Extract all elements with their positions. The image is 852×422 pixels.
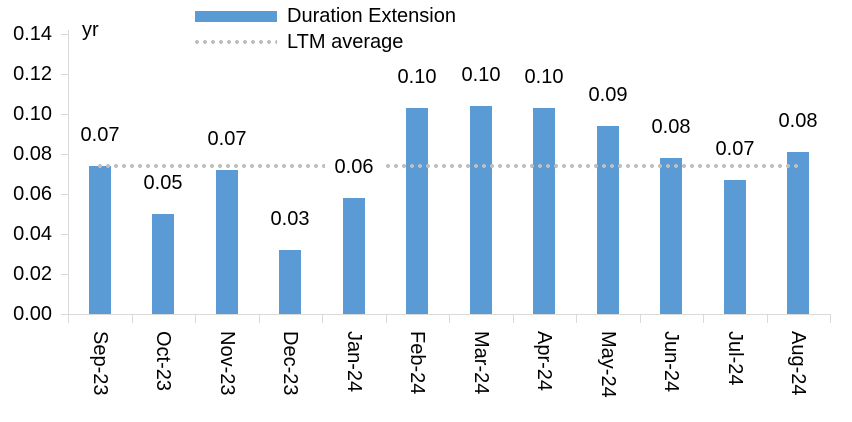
bar	[724, 180, 746, 314]
bar	[279, 250, 301, 314]
x-tick	[132, 315, 133, 323]
y-tick	[61, 274, 68, 275]
legend-item-ltm-average: LTM average	[195, 29, 456, 55]
x-tick	[640, 315, 641, 323]
bar-value-label: 0.10	[452, 64, 510, 86]
bar-value-label: 0.07	[198, 128, 256, 150]
x-tick	[703, 315, 704, 323]
bar-value-label: 0.08	[769, 110, 827, 132]
y-tick	[61, 114, 68, 115]
y-tick	[61, 74, 68, 75]
x-axis-label: May-24	[597, 331, 619, 398]
bar-value-label: 0.10	[388, 66, 446, 88]
bar-series-swatch	[195, 10, 277, 22]
x-axis-label: Jun-24	[660, 331, 682, 393]
bar	[216, 170, 238, 314]
x-tick	[195, 315, 196, 323]
bar-value-label: 0.07	[71, 124, 129, 146]
y-tick-label: 0.10	[13, 103, 52, 125]
x-tick	[513, 315, 514, 323]
y-tick	[61, 34, 68, 35]
x-tick	[830, 315, 831, 323]
x-tick	[576, 315, 577, 323]
bar	[406, 108, 428, 314]
x-axis-label: Aug-24	[787, 331, 809, 396]
plot-area	[68, 30, 831, 315]
x-tick	[259, 315, 260, 323]
y-tick-label: 0.04	[13, 223, 52, 245]
x-tick	[322, 315, 323, 323]
bar	[470, 106, 492, 314]
x-tick	[386, 315, 387, 323]
y-tick-label: 0.00	[13, 303, 52, 325]
bar	[89, 166, 111, 314]
bar	[533, 108, 555, 314]
bar-value-label: 0.05	[134, 172, 192, 194]
y-axis-unit-label: yr	[82, 19, 99, 41]
bar	[343, 198, 365, 314]
x-axis-label: Apr-24	[533, 331, 555, 392]
y-tick-label: 0.14	[13, 23, 52, 45]
dotted-line-series-swatch	[195, 40, 277, 44]
ltm-average-line	[98, 164, 801, 168]
x-axis-label: Dec-23	[279, 331, 301, 396]
y-tick	[61, 234, 68, 235]
bar	[152, 214, 174, 314]
bar-value-label: 0.10	[515, 66, 573, 88]
bar	[597, 126, 619, 314]
x-axis-label: Mar-24	[470, 331, 492, 395]
x-axis-label: Jan-24	[343, 331, 365, 393]
y-tick	[61, 154, 68, 155]
legend-label-ltm-average: LTM average	[287, 31, 404, 53]
y-tick-label: 0.06	[13, 183, 52, 205]
x-axis-label: Feb-24	[406, 331, 428, 395]
x-axis-label: Oct-23	[152, 331, 174, 392]
bar-value-label: 0.08	[642, 116, 700, 138]
legend-item-duration-extension: Duration Extension	[195, 3, 456, 29]
bar	[660, 158, 682, 314]
y-tick	[61, 314, 68, 315]
bar-value-label: 0.09	[579, 84, 637, 106]
x-axis-label: Sep-23	[89, 331, 111, 396]
y-tick-label: 0.02	[13, 263, 52, 285]
bar-value-label: 0.07	[706, 138, 764, 160]
y-tick	[61, 194, 68, 195]
x-tick	[68, 315, 69, 323]
x-axis-label: Jul-24	[724, 331, 746, 386]
y-tick-label: 0.08	[13, 143, 52, 165]
y-tick-label: 0.12	[13, 63, 52, 85]
legend-label-duration-extension: Duration Extension	[287, 5, 456, 27]
x-tick	[767, 315, 768, 323]
legend: Duration Extension LTM average	[195, 3, 456, 55]
x-axis-label: Nov-23	[216, 331, 238, 396]
bar-value-label: 0.03	[261, 208, 319, 230]
bar	[787, 152, 809, 314]
x-tick	[449, 315, 450, 323]
bar-value-label: 0.06	[325, 156, 383, 178]
